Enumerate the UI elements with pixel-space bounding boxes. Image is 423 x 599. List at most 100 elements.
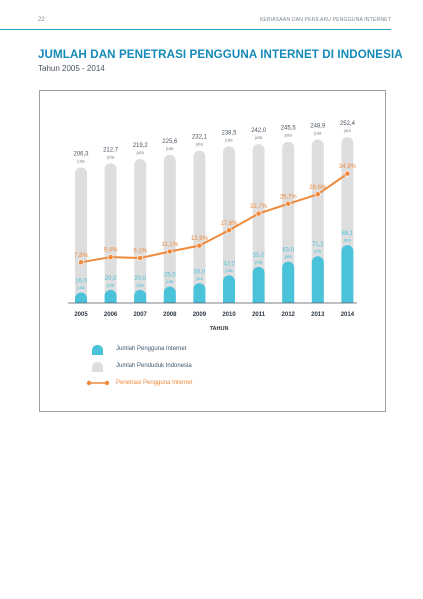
- x-tick-label: 2010: [222, 312, 236, 318]
- legend-label-population: Jumlah Penduduk Indonesia: [116, 363, 192, 369]
- internet-users-bar: [341, 245, 354, 303]
- users-value-label: 71,2: [312, 242, 324, 248]
- population-value-label: 232,1: [192, 135, 208, 141]
- population-value-label: 238,5: [221, 130, 237, 136]
- legend-swatch-penetration: [86, 380, 110, 386]
- population-unit-label: juta: [136, 150, 145, 155]
- penetration-line: [80, 172, 348, 264]
- x-tick-label: 2008: [163, 312, 177, 318]
- users-value-label: 42,0: [223, 261, 235, 267]
- page-number: 22: [38, 17, 45, 23]
- users-unit-label: juta: [106, 282, 115, 287]
- users-unit-label: juta: [136, 282, 145, 287]
- penetration-point: [78, 259, 84, 266]
- users-value-label: 63,0: [282, 248, 294, 254]
- x-tick-label: 2011: [252, 312, 266, 318]
- population-unit-label: juta: [284, 133, 293, 138]
- penetration-point: [166, 248, 173, 255]
- penetration-value-label: 9,4%: [104, 248, 118, 254]
- population-unit-label: juta: [224, 137, 233, 142]
- population-value-label: 242,0: [251, 128, 267, 134]
- population-bar: [252, 144, 265, 303]
- header-rule: [0, 29, 391, 30]
- penetration-value-label: 9,1%: [133, 249, 147, 255]
- users-unit-label: juta: [284, 254, 293, 259]
- x-tick-label: 2014: [341, 312, 355, 318]
- x-tick-label: 2009: [193, 312, 207, 318]
- internet-users-bar: [223, 275, 235, 303]
- users-unit-label: juta: [224, 268, 233, 273]
- penetration-point: [107, 254, 114, 260]
- figure-title: JUMLAH DAN PENETRASI PENGGUNA INTERNET D…: [38, 48, 403, 61]
- population-unit-label: juta: [165, 146, 174, 151]
- penetration-value-label: 11,1%: [162, 242, 179, 248]
- x-tick-label: 2005: [74, 312, 88, 318]
- penetration-value-label: 25,7%: [280, 194, 298, 200]
- penetration-value-label: 7,8%: [74, 253, 88, 259]
- population-value-label: 248,9: [310, 123, 326, 129]
- users-value-label: 88,1: [342, 231, 354, 237]
- penetration-value-label: 22,7%: [250, 204, 268, 210]
- running-header-title: KEBIASAAN DAN PERILAKU PENGGUNA INTERNET: [259, 17, 391, 23]
- population-value-label: 206,3: [73, 151, 89, 157]
- legend-label-users: Jumlah Pengguna Internet: [116, 346, 187, 352]
- users-unit-label: juta: [313, 249, 322, 254]
- x-axis-title: TAHUN: [210, 326, 229, 332]
- population-unit-label: juta: [106, 154, 115, 159]
- internet-users-bar: [282, 261, 295, 303]
- internet-users-bar: [252, 266, 265, 303]
- users-value-label: 30,0: [194, 269, 206, 275]
- penetration-value-label: 12,9%: [191, 236, 209, 242]
- users-value-label: 25,0: [164, 273, 176, 279]
- population-bar: [104, 163, 117, 303]
- population-bar: [134, 158, 147, 303]
- population-unit-label: juta: [76, 158, 85, 163]
- legend-label-penetration: Penetrasi Pengguna Internet: [116, 380, 193, 386]
- legend-swatch-population: [92, 362, 103, 372]
- users-value-label: 55,0: [253, 253, 265, 259]
- penetration-point: [196, 242, 203, 249]
- population-unit-label: juta: [343, 128, 352, 133]
- users-value-label: 16,0: [75, 278, 87, 284]
- population-value-label: 219,2: [133, 143, 149, 149]
- penetration-point: [314, 191, 321, 198]
- x-tick-label: 2007: [134, 312, 148, 318]
- penetration-value-label: 28,6%: [309, 185, 327, 191]
- population-value-label: 245,5: [281, 126, 297, 132]
- penetration-point: [137, 255, 144, 261]
- internet-users-bar: [104, 289, 117, 303]
- penetration-point: [226, 227, 232, 234]
- population-unit-label: juta: [313, 130, 322, 135]
- users-value-label: 20,0: [134, 276, 146, 282]
- population-value-label: 252,4: [340, 121, 356, 127]
- population-unit-label: juta: [195, 142, 204, 147]
- users-unit-label: juta: [165, 279, 174, 284]
- population-bar: [223, 146, 235, 303]
- population-bar: [75, 167, 87, 303]
- population-unit-label: juta: [254, 135, 263, 140]
- internet-users-bar: [75, 292, 87, 303]
- internet-users-bar: [193, 283, 206, 303]
- users-unit-label: juta: [343, 238, 352, 243]
- penetration-value-label: 34,9%: [339, 164, 357, 170]
- internet-users-bar: [134, 289, 147, 303]
- penetration-point: [344, 170, 351, 177]
- internet-users-bar: [163, 286, 176, 303]
- chart-panel: [39, 90, 386, 412]
- x-tick-label: 2012: [282, 312, 296, 318]
- penetration-point: [285, 200, 292, 207]
- users-unit-label: juta: [76, 285, 85, 290]
- population-value-label: 212,7: [103, 147, 119, 153]
- x-tick-label: 2006: [104, 312, 118, 318]
- users-unit-label: juta: [195, 276, 204, 281]
- population-bar: [163, 154, 176, 303]
- penetration-point: [255, 210, 262, 217]
- penetration-value-label: 17,6%: [220, 221, 238, 227]
- population-value-label: 225,6: [162, 139, 178, 145]
- internet-users-bar: [311, 256, 324, 303]
- legend-swatch-users: [92, 345, 103, 355]
- figure-subtitle: Tahun 2005 - 2014: [38, 64, 105, 73]
- x-tick-label: 2013: [311, 312, 325, 318]
- users-value-label: 20,0: [105, 276, 117, 282]
